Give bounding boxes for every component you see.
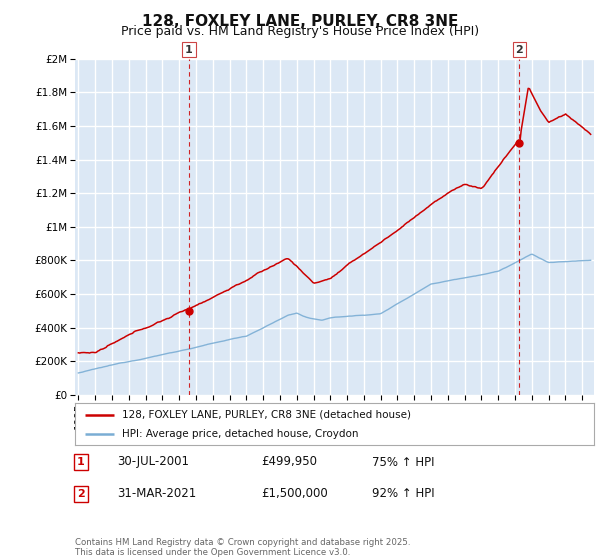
Text: 128, FOXLEY LANE, PURLEY, CR8 3NE (detached house): 128, FOXLEY LANE, PURLEY, CR8 3NE (detac…: [122, 409, 411, 419]
Text: 2: 2: [515, 45, 523, 55]
Text: £1,500,000: £1,500,000: [261, 487, 328, 501]
Text: 1: 1: [77, 457, 85, 467]
Text: HPI: Average price, detached house, Croydon: HPI: Average price, detached house, Croy…: [122, 429, 358, 439]
Text: 128, FOXLEY LANE, PURLEY, CR8 3NE: 128, FOXLEY LANE, PURLEY, CR8 3NE: [142, 14, 458, 29]
Text: 92% ↑ HPI: 92% ↑ HPI: [372, 487, 434, 501]
Text: 31-MAR-2021: 31-MAR-2021: [117, 487, 196, 501]
Text: 30-JUL-2001: 30-JUL-2001: [117, 455, 189, 469]
Text: 2: 2: [77, 489, 85, 499]
Text: Price paid vs. HM Land Registry's House Price Index (HPI): Price paid vs. HM Land Registry's House …: [121, 25, 479, 38]
Text: 75% ↑ HPI: 75% ↑ HPI: [372, 455, 434, 469]
Text: 1: 1: [185, 45, 193, 55]
Text: £499,950: £499,950: [261, 455, 317, 469]
Text: Contains HM Land Registry data © Crown copyright and database right 2025.
This d: Contains HM Land Registry data © Crown c…: [75, 538, 410, 557]
